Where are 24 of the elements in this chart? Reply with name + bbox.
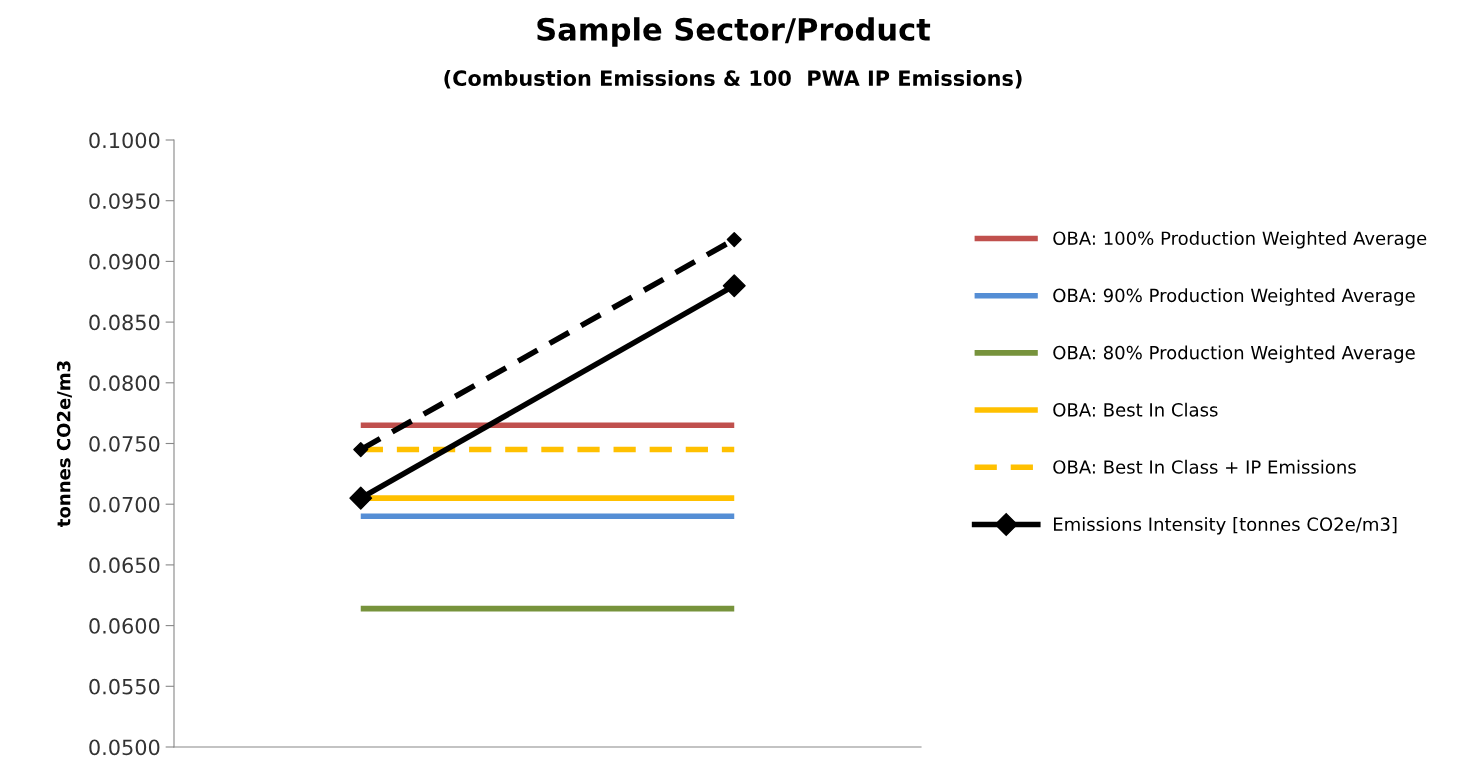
y-axis-title: tonnes CO2e/m3 [56, 361, 72, 527]
point [726, 231, 742, 248]
point [353, 441, 369, 458]
y-tick-label: 0.0750 [89, 435, 160, 452]
y-tick-label: 0.0850 [89, 314, 160, 331]
chart-title: Sample Sector/Product [537, 17, 931, 47]
chart-subtitle: (Combustion Emissions & 100 PWA IP Emissions) [444, 69, 1022, 89]
y-tick-label: 0.0600 [89, 618, 160, 634]
legend-label: Emissions Intensity [tonnes CO2e/m3] [1054, 517, 1397, 535]
point [349, 486, 373, 510]
y-tick-label: 0.0950 [89, 193, 160, 209]
legend-label: OBA: Best In Class + IP Emissions [1053, 459, 1356, 474]
y-tick-label: 0.0900 [89, 253, 160, 270]
legend-label: OBA: Best In Class [1053, 402, 1218, 417]
legend-label: OBA: 90% Production Weighted Average [1053, 288, 1415, 306]
y-tick-label: 0.0700 [89, 496, 160, 513]
y-tick-label: 0.0500 [89, 739, 160, 756]
legend-label: OBA: 80% Production Weighted Average [1053, 345, 1415, 363]
y-tick-label: 0.0550 [89, 678, 160, 695]
y-tick-label: 0.1000 [89, 132, 160, 149]
y-tick-label: 0.0650 [89, 557, 160, 574]
legend-label: OBA: 100% Production Weighted Average [1053, 231, 1427, 249]
y-tick-label: 0.0800 [89, 375, 160, 392]
point [722, 274, 746, 298]
